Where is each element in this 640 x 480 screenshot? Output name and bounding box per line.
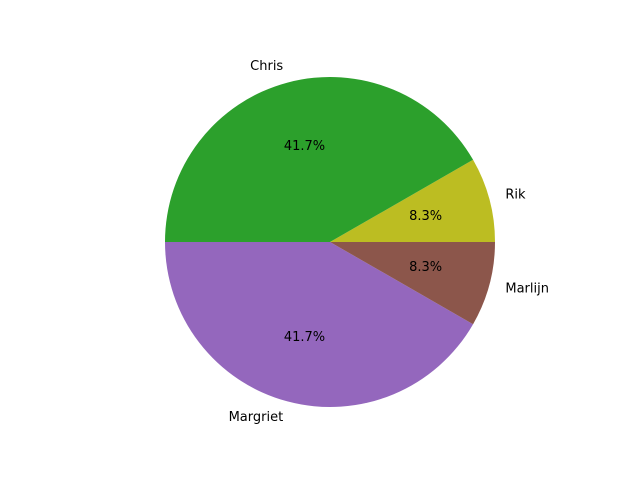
category-labels: Rik Chris Margriet Marlijn xyxy=(229,59,549,425)
category-label-marlijn: Marlijn xyxy=(505,281,549,296)
category-label-chris: Chris xyxy=(250,59,283,74)
percent-label-chris: 41.7% xyxy=(284,139,325,154)
percent-label-margriet: 41.7% xyxy=(284,330,325,345)
pie-slices xyxy=(165,76,495,407)
pie-slice-rik xyxy=(330,159,495,242)
category-label-rik: Rik xyxy=(505,188,526,203)
percent-label-marlijn: 8.3% xyxy=(409,260,442,275)
pie-slice-marlijn xyxy=(330,242,495,325)
category-label-margriet: Margriet xyxy=(229,410,284,425)
pie-slice-margriet xyxy=(165,242,474,407)
percent-label-rik: 8.3% xyxy=(409,209,442,224)
pie-slice-chris xyxy=(165,76,474,242)
percent-labels: 8.3% 41.7% 41.7% 8.3% xyxy=(284,139,442,345)
